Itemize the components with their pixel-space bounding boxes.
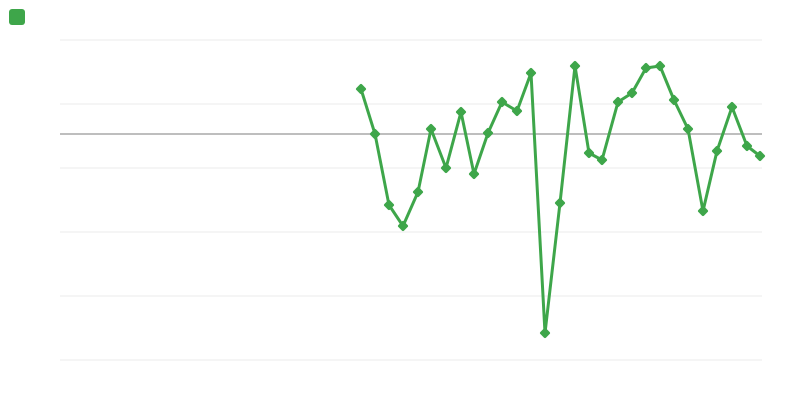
data-point-marker [355,83,367,95]
data-point-marker [654,60,666,72]
data-point-marker [539,327,551,339]
data-point-marker [668,94,680,106]
data-point-marker [525,67,537,79]
data-point-marker [425,123,437,135]
data-point-marker [754,150,766,162]
data-point-marker [569,60,581,72]
data-point-marker [412,186,424,198]
data-point-marker [596,154,608,166]
data-point-marker [583,147,595,159]
data-point-marker [554,197,566,209]
data-point-marker [612,96,624,108]
data-point-marker [455,106,467,118]
data-point-marker [697,205,709,217]
gridlines-group [60,39,762,361]
data-point-marker [640,62,652,74]
data-point-marker [626,87,638,99]
data-point-marker [440,162,452,174]
data-point-marker [369,128,381,140]
series-group [355,60,766,339]
data-point-marker [383,199,395,211]
data-point-marker [482,127,494,139]
series-color-swatch [9,9,25,25]
data-point-marker [711,145,723,157]
data-point-marker [496,96,508,108]
data-point-marker [511,105,523,117]
data-point-marker [397,220,409,232]
data-point-marker [726,101,738,113]
data-point-marker [468,168,480,180]
data-point-marker [741,140,753,152]
data-point-marker [682,123,694,135]
